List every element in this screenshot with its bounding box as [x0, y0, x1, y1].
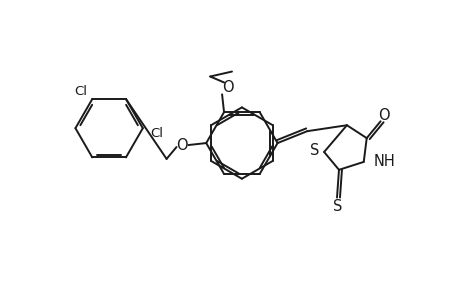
Text: O: O	[175, 137, 187, 152]
Text: S: S	[309, 142, 318, 158]
Text: O: O	[377, 108, 388, 123]
Text: S: S	[333, 199, 342, 214]
Text: O: O	[222, 80, 233, 95]
Text: NH: NH	[373, 154, 395, 169]
Text: Cl: Cl	[74, 85, 87, 98]
Text: Cl: Cl	[150, 127, 163, 140]
